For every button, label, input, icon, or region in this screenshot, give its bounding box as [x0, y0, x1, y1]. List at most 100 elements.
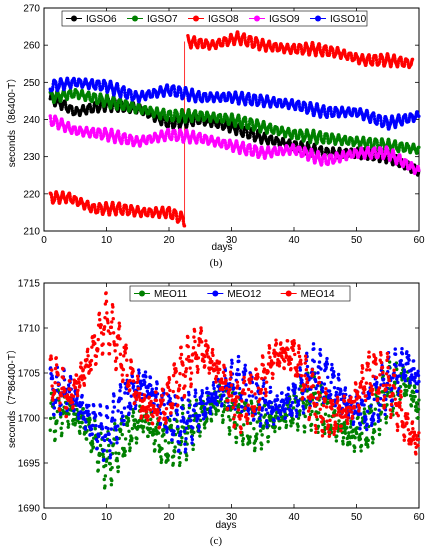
- data-point: [247, 95, 252, 99]
- data-point: [181, 219, 186, 223]
- legend-label: IGSO10: [330, 14, 367, 25]
- data-point: [365, 143, 370, 147]
- data-point: [315, 138, 320, 142]
- data-point: [174, 211, 178, 216]
- data-point: [90, 97, 95, 101]
- data-point: [96, 207, 100, 212]
- data-point: [319, 134, 323, 138]
- data-point: [167, 122, 171, 126]
- x-tick-label: 60: [413, 512, 425, 523]
- data-point: [162, 110, 166, 114]
- data-point: [48, 116, 53, 121]
- y-tick-label: 250: [23, 78, 40, 89]
- y-tick-label: 220: [23, 189, 40, 200]
- data-point: [248, 133, 252, 138]
- data-point: [318, 131, 323, 136]
- chart-panel-b: seconds（86400-T） days (b) 0 10 20 30 40 50 602…: [6, 4, 425, 270]
- data-point: [118, 204, 122, 209]
- data-point: [244, 119, 248, 124]
- x-tick-label: 20: [163, 512, 175, 523]
- y-tick-label: 230: [23, 152, 40, 163]
- data-point: [119, 101, 123, 105]
- data-point: [112, 97, 117, 102]
- x-tick-label: 50: [351, 235, 363, 246]
- data-point: [182, 224, 187, 228]
- data-point: [417, 114, 421, 118]
- data-marks-b: [48, 30, 421, 228]
- data-point: [297, 133, 301, 137]
- data-point: [247, 122, 252, 126]
- data-point: [320, 147, 324, 151]
- data-point: [173, 132, 178, 136]
- data-point: [326, 137, 330, 141]
- data-point: [320, 149, 324, 154]
- data-point: [313, 146, 318, 150]
- data-point: [250, 120, 255, 125]
- data-point: [220, 122, 224, 127]
- data-point: [369, 140, 373, 145]
- data-point: [326, 150, 331, 154]
- data-point: [172, 113, 177, 118]
- data-point: [400, 143, 405, 147]
- legend-swatch-marker: [254, 15, 260, 22]
- data-point: [170, 121, 174, 125]
- data-point: [94, 96, 98, 100]
- data-point: [372, 142, 376, 146]
- y-tick-label: 210: [23, 227, 40, 238]
- data-point: [122, 103, 127, 108]
- data-point: [417, 168, 421, 173]
- x-tick-label: 0: [41, 235, 47, 246]
- data-point: [221, 41, 225, 45]
- legend-swatch-marker: [193, 15, 199, 22]
- x-tick-label: 20: [163, 235, 175, 246]
- data-point: [116, 104, 120, 108]
- x-tick-label: 50: [351, 512, 363, 523]
- data-point: [251, 99, 255, 103]
- x-tick-label: 60: [413, 235, 425, 246]
- data-point: [247, 124, 251, 129]
- data-point: [165, 115, 170, 119]
- data-point: [237, 116, 241, 121]
- data-point: [191, 122, 196, 126]
- data-point: [417, 145, 421, 149]
- caption-c: (c): [210, 535, 223, 547]
- data-point: [123, 135, 128, 140]
- data-point: [243, 117, 248, 121]
- data-point: [193, 38, 197, 42]
- y-tick-label: 240: [23, 115, 40, 126]
- data-point: [246, 40, 250, 44]
- data-point: [172, 116, 176, 120]
- data-point: [325, 134, 330, 138]
- data-point: [168, 209, 172, 213]
- data-point: [248, 146, 253, 151]
- data-point: [242, 33, 247, 37]
- y-axis-label-b: seconds（86400-T）: [6, 73, 18, 168]
- data-point: [372, 114, 376, 118]
- legend-swatch-marker: [132, 15, 138, 22]
- data-point: [122, 88, 127, 92]
- series-IGSO8: [48, 30, 415, 228]
- legend-b: IGSO6 IGSO7 IGSO8 IGSO9 IGSO10: [61, 10, 368, 27]
- data-point: [126, 104, 130, 109]
- data-point: [256, 41, 260, 45]
- x-tick-label: 30: [226, 235, 238, 246]
- x-tick-label: 10: [101, 235, 113, 246]
- data-point: [164, 213, 169, 217]
- x-tick-label: 40: [288, 235, 300, 246]
- data-point: [322, 136, 327, 141]
- data-point: [254, 97, 258, 102]
- data-point: [242, 130, 246, 135]
- x-tick-label: 30: [226, 512, 238, 523]
- data-point: [249, 39, 254, 44]
- x-tick-label: 0: [41, 512, 47, 523]
- data-point: [375, 140, 379, 145]
- data-point: [125, 207, 129, 212]
- data-point: [241, 133, 246, 137]
- legend-label: IGSO8: [208, 14, 239, 25]
- data-point: [240, 122, 245, 127]
- data-point: [322, 139, 326, 143]
- data-point: [179, 90, 183, 95]
- data-point: [375, 143, 380, 147]
